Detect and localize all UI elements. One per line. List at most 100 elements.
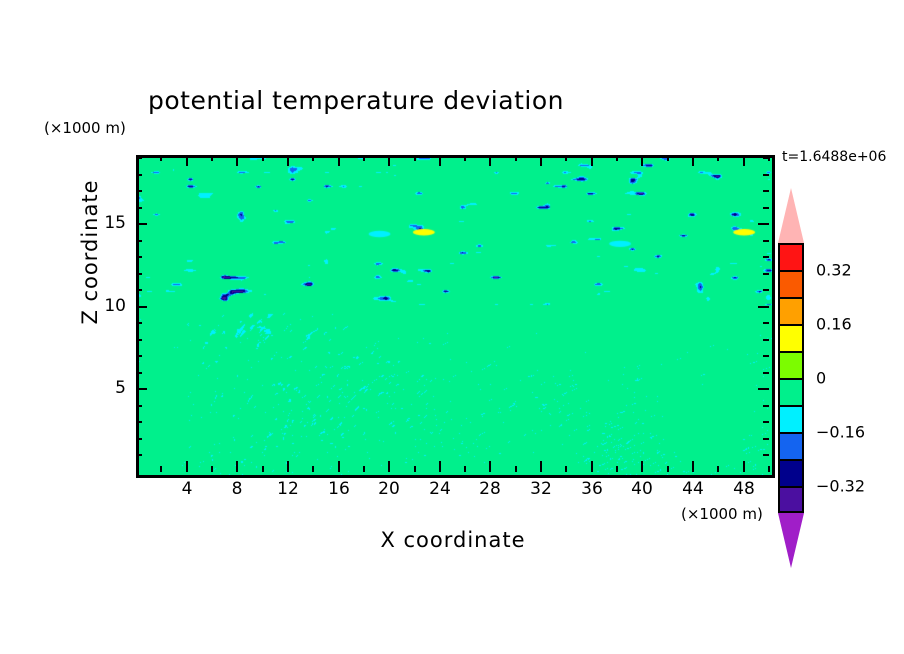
colorbar-band-spring-green — [778, 378, 804, 405]
y-tick-right — [758, 306, 769, 308]
x-tick-label: 20 — [378, 479, 400, 499]
y-tick-label: 5 — [115, 378, 126, 398]
time-stamp-label: t=1.6488e+06 — [782, 149, 887, 165]
y-tick-left — [136, 405, 142, 407]
contour-field — [139, 158, 772, 475]
x-tick-top — [489, 155, 491, 166]
x-tick-label: 44 — [682, 479, 704, 499]
x-tick-bottom — [160, 466, 162, 472]
y-tick-left — [136, 438, 142, 440]
y-tick-right — [763, 240, 769, 242]
x-tick-bottom — [262, 466, 264, 472]
x-tick-top — [565, 155, 567, 161]
colorbar-band-violet — [778, 486, 804, 513]
x-tick-top — [717, 155, 719, 161]
x-tick-top — [616, 155, 618, 161]
x-tick-top — [439, 155, 441, 166]
y-axis-title: Z coordinate — [78, 179, 102, 325]
colorbar — [778, 243, 804, 513]
x-tick-top — [515, 155, 517, 161]
x-tick-label: 12 — [277, 479, 299, 499]
y-tick-right — [763, 339, 769, 341]
y-tick-right — [763, 454, 769, 456]
colorbar-band-red — [778, 243, 804, 270]
x-tick-label: 28 — [479, 479, 501, 499]
colorbar-overflow-arrow-top — [778, 188, 804, 243]
colorbar-band-yellow-green — [778, 351, 804, 378]
plot-area — [136, 155, 775, 478]
y-tick-right — [763, 157, 769, 159]
x-axis-title: X coordinate — [380, 528, 526, 552]
x-tick-bottom — [768, 466, 770, 472]
x-tick-bottom — [388, 461, 390, 472]
y-tick-right — [763, 421, 769, 423]
colorbar-band-navy — [778, 459, 804, 486]
y-tick-right — [763, 438, 769, 440]
y-tick-left — [136, 289, 142, 291]
x-tick-bottom — [312, 466, 314, 472]
x-tick-bottom — [692, 461, 694, 472]
colorbar-underflow-arrow-bottom — [778, 513, 804, 568]
x-tick-bottom — [591, 461, 593, 472]
z-axis-unit-label: (×1000 m) — [44, 119, 126, 137]
y-tick-left — [136, 174, 142, 176]
x-tick-top — [743, 155, 745, 166]
colorbar-tick-label: 0.16 — [816, 314, 852, 334]
y-tick-right — [763, 256, 769, 258]
y-tick-right — [763, 372, 769, 374]
x-tick-label: 24 — [429, 479, 451, 499]
y-tick-left — [136, 339, 142, 341]
x-tick-label: 16 — [328, 479, 350, 499]
y-tick-label: 15 — [104, 213, 126, 233]
x-tick-label: 48 — [733, 479, 755, 499]
x-tick-top — [692, 155, 694, 166]
y-tick-right — [763, 174, 769, 176]
x-tick-bottom — [515, 466, 517, 472]
x-axis-unit-label: (×1000 m) — [681, 505, 763, 523]
x-tick-bottom — [667, 466, 669, 472]
x-tick-top — [160, 155, 162, 161]
x-tick-bottom — [489, 461, 491, 472]
x-tick-bottom — [540, 461, 542, 472]
y-tick-right — [763, 207, 769, 209]
x-tick-top — [287, 155, 289, 166]
y-tick-left — [136, 256, 142, 258]
y-tick-right — [758, 223, 769, 225]
x-tick-label: 4 — [181, 479, 193, 499]
x-tick-bottom — [743, 461, 745, 472]
x-tick-top — [363, 155, 365, 161]
y-tick-left — [136, 355, 142, 357]
x-tick-bottom — [641, 461, 643, 472]
x-tick-top — [414, 155, 416, 161]
page-title: potential temperature deviation — [148, 86, 564, 115]
y-tick-label: 10 — [104, 296, 126, 316]
colorbar-tick-label: 0.32 — [816, 260, 852, 280]
x-tick-bottom — [439, 461, 441, 472]
x-tick-top — [464, 155, 466, 161]
colorbar-band-cyan — [778, 405, 804, 432]
colorbar-band-orange-red — [778, 270, 804, 297]
x-tick-top — [667, 155, 669, 161]
x-tick-bottom — [717, 466, 719, 472]
x-tick-top — [312, 155, 314, 161]
colorbar-band-yellow — [778, 324, 804, 351]
y-tick-left — [136, 240, 142, 242]
y-tick-left — [136, 454, 142, 456]
x-tick-top — [236, 155, 238, 166]
x-tick-bottom — [236, 461, 238, 472]
colorbar-band-orange — [778, 297, 804, 324]
x-tick-bottom — [616, 466, 618, 472]
x-tick-top — [388, 155, 390, 166]
y-tick-right — [763, 355, 769, 357]
x-tick-top — [768, 155, 770, 161]
x-tick-label: 36 — [581, 479, 603, 499]
colorbar-tick-label: −0.32 — [816, 476, 866, 496]
colorbar-band-blue — [778, 432, 804, 459]
y-tick-left — [136, 388, 147, 390]
x-tick-label: 40 — [631, 479, 653, 499]
x-tick-bottom — [464, 466, 466, 472]
x-tick-bottom — [186, 461, 188, 472]
y-tick-left — [136, 207, 142, 209]
x-tick-top — [641, 155, 643, 166]
